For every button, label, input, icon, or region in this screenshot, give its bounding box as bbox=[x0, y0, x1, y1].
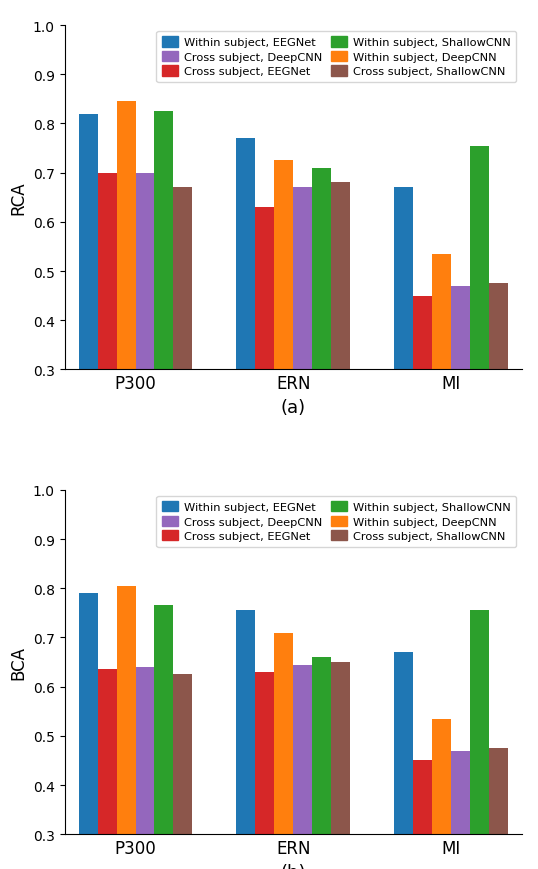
Bar bbox=[136, 667, 154, 834]
Bar bbox=[394, 653, 413, 834]
Bar bbox=[312, 657, 331, 834]
Bar bbox=[451, 751, 470, 834]
Bar bbox=[489, 284, 508, 370]
Bar bbox=[394, 189, 413, 370]
Bar bbox=[173, 674, 192, 834]
X-axis label: (a): (a) bbox=[281, 398, 306, 416]
Bar bbox=[236, 611, 256, 834]
Bar bbox=[154, 606, 173, 834]
Bar bbox=[98, 174, 117, 370]
Bar bbox=[432, 719, 451, 834]
Bar bbox=[79, 594, 98, 834]
Bar bbox=[413, 760, 432, 834]
Legend: Within subject, EEGNet, Cross subject, DeepCNN, Cross subject, EEGNet, Within su: Within subject, EEGNet, Cross subject, D… bbox=[157, 32, 516, 83]
Bar bbox=[256, 208, 274, 370]
Bar bbox=[274, 161, 293, 370]
Bar bbox=[256, 672, 274, 834]
Bar bbox=[136, 174, 154, 370]
Bar bbox=[413, 296, 432, 370]
Bar bbox=[79, 115, 98, 370]
Bar bbox=[173, 189, 192, 370]
Bar bbox=[470, 611, 489, 834]
Bar bbox=[117, 586, 136, 834]
Bar bbox=[489, 748, 508, 834]
Legend: Within subject, EEGNet, Cross subject, DeepCNN, Cross subject, EEGNet, Within su: Within subject, EEGNet, Cross subject, D… bbox=[157, 496, 516, 547]
Bar bbox=[331, 183, 350, 370]
X-axis label: (b): (b) bbox=[280, 863, 306, 869]
Bar bbox=[331, 662, 350, 834]
Bar bbox=[274, 633, 293, 834]
Y-axis label: BCA: BCA bbox=[9, 646, 27, 680]
Bar bbox=[312, 169, 331, 370]
Bar bbox=[154, 112, 173, 370]
Bar bbox=[117, 103, 136, 370]
Bar bbox=[293, 665, 312, 834]
Bar bbox=[470, 147, 489, 370]
Bar bbox=[432, 255, 451, 370]
Bar bbox=[98, 670, 117, 834]
Bar bbox=[293, 189, 312, 370]
Bar bbox=[451, 287, 470, 370]
Y-axis label: RCA: RCA bbox=[9, 182, 27, 215]
Bar bbox=[236, 139, 256, 370]
